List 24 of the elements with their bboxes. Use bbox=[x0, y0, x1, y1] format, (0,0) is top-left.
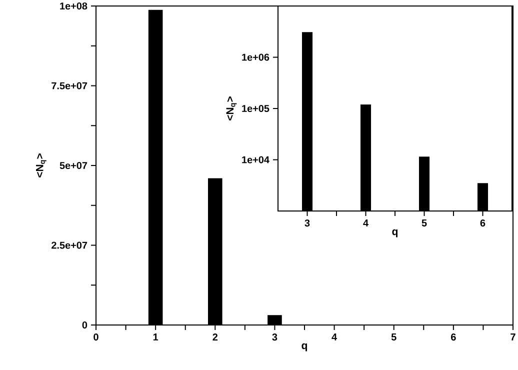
x-tick-label: 5 bbox=[422, 220, 427, 226]
x-tick-label: 0 bbox=[94, 334, 98, 341]
y-axis-title: <N$_{q}$> bbox=[226, 96, 237, 120]
x-tick-label: 1 bbox=[153, 334, 158, 340]
y-tick-label: 1e+06 bbox=[242, 54, 270, 61]
y-tick-label: 1e+05 bbox=[242, 104, 270, 112]
y-tick-label: 2.5e+07 bbox=[52, 242, 88, 249]
x-tick-label: 7 bbox=[510, 334, 516, 340]
x-tick-label: 3 bbox=[304, 220, 310, 227]
y-tick-label: 1e+08 bbox=[60, 2, 88, 10]
x-tick-label: 6 bbox=[480, 220, 486, 227]
x-tick-label: 3 bbox=[272, 334, 278, 341]
y-tick-label: 5e+07 bbox=[60, 162, 88, 170]
y-tick-label: 0 bbox=[82, 321, 88, 329]
y-tick-label: 7.5e+07 bbox=[52, 82, 88, 90]
x-tick-label: 6 bbox=[451, 334, 456, 341]
x-tick-label: 4 bbox=[332, 334, 337, 340]
y-tick-label: 1e+04 bbox=[242, 156, 270, 164]
x-tick-label: 5 bbox=[391, 334, 396, 340]
x-axis-title: q bbox=[392, 229, 398, 238]
x-tick-label: 4 bbox=[363, 220, 368, 226]
x-tick-label: 2 bbox=[212, 334, 218, 340]
x-axis-title: q bbox=[302, 343, 307, 352]
y-axis-title: <N$_{q}$> bbox=[36, 154, 46, 178]
